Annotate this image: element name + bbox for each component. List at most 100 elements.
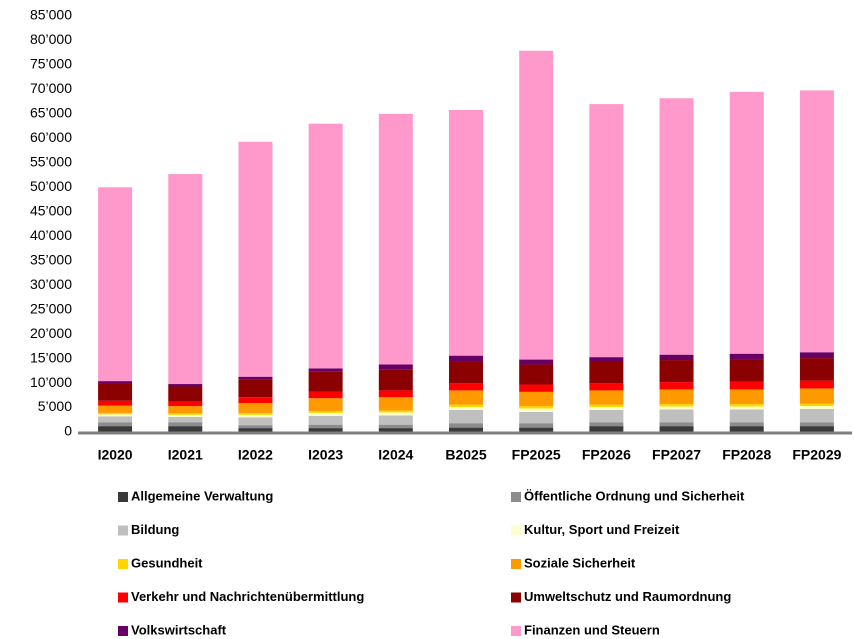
bar-segment bbox=[589, 357, 624, 363]
bar-segment bbox=[659, 354, 694, 361]
y-tick-label: 80’000 bbox=[30, 31, 72, 47]
legend-swatch bbox=[511, 559, 521, 569]
bar-segment bbox=[659, 98, 694, 355]
bar-segment bbox=[308, 412, 343, 416]
bar-segment bbox=[659, 422, 694, 427]
bar-segment bbox=[98, 381, 133, 384]
legend-swatch bbox=[511, 525, 521, 536]
y-tick-label: 65’000 bbox=[30, 105, 72, 121]
bar-segment bbox=[238, 379, 273, 398]
bar-segment bbox=[729, 409, 764, 423]
bar-segment bbox=[168, 416, 203, 423]
bar-segment bbox=[378, 424, 413, 429]
bar-segment bbox=[799, 358, 834, 381]
bar-segment bbox=[98, 187, 133, 382]
bar-segment bbox=[378, 397, 413, 411]
bar-segment bbox=[519, 364, 554, 385]
bar-segment bbox=[449, 404, 483, 408]
bar-segment bbox=[378, 113, 413, 365]
legend-swatch bbox=[118, 559, 128, 569]
bar-segment bbox=[449, 423, 483, 428]
x-tick-label: I2024 bbox=[378, 447, 413, 463]
bar-segment bbox=[799, 406, 834, 409]
bar-segment bbox=[519, 411, 554, 424]
bar-segment bbox=[449, 407, 483, 410]
bar-segment bbox=[98, 400, 133, 406]
bar-segment bbox=[729, 404, 764, 407]
y-tick-label: 15’000 bbox=[30, 349, 72, 365]
bar-segment bbox=[449, 409, 483, 424]
bar-segment bbox=[378, 369, 413, 391]
bar-segment bbox=[238, 414, 273, 418]
legend-swatch bbox=[511, 492, 521, 502]
y-tick-label: 85’000 bbox=[30, 7, 72, 23]
bar-segment bbox=[659, 404, 694, 407]
bar-segment bbox=[729, 422, 764, 427]
legend-label: Volkswirtschaft bbox=[131, 622, 227, 637]
bar-segment bbox=[168, 386, 203, 402]
bar-segment bbox=[729, 359, 764, 382]
bar-segment bbox=[98, 383, 133, 401]
bar-segment bbox=[589, 409, 624, 423]
bar-segment bbox=[308, 415, 343, 425]
bar-segment bbox=[238, 403, 273, 413]
legend-label: Gesundheit bbox=[131, 555, 203, 570]
bar-segment bbox=[519, 50, 554, 360]
bar-segment bbox=[308, 368, 343, 372]
bar-segment bbox=[168, 406, 203, 414]
bar-segment bbox=[519, 423, 554, 428]
legend-label: Allgemeine Verwaltung bbox=[131, 488, 273, 503]
bar-segment bbox=[449, 355, 483, 362]
bar-segment bbox=[659, 406, 694, 410]
legend-label: Kultur, Sport und Freizeit bbox=[524, 522, 680, 537]
bar-segment bbox=[168, 422, 203, 427]
bar-segment bbox=[589, 390, 624, 405]
bar-segment bbox=[589, 104, 624, 358]
bar-segment bbox=[519, 359, 554, 365]
bar-segment bbox=[98, 422, 133, 427]
bar-segment bbox=[308, 391, 343, 399]
y-tick-label: 55’000 bbox=[30, 154, 72, 170]
bar-segment bbox=[168, 414, 203, 417]
y-tick-label: 70’000 bbox=[30, 80, 72, 96]
legend-label: Finanzen und Steuern bbox=[524, 622, 660, 637]
bar-segment bbox=[308, 371, 343, 392]
bar-segment bbox=[729, 406, 764, 410]
bar-segment bbox=[729, 389, 764, 405]
legend-label: Bildung bbox=[131, 522, 179, 537]
y-tick-label: 30’000 bbox=[30, 276, 72, 292]
y-tick-label: 40’000 bbox=[30, 227, 72, 243]
bar-segment bbox=[168, 401, 203, 407]
bar-segment bbox=[449, 109, 483, 356]
bar-segment bbox=[168, 384, 203, 387]
bar-segment bbox=[799, 352, 834, 359]
x-tick-label: FP2029 bbox=[792, 447, 841, 463]
bar-segment bbox=[98, 412, 133, 415]
bar-segment bbox=[589, 407, 624, 410]
y-tick-label: 10’000 bbox=[30, 374, 72, 390]
bar-segment bbox=[799, 90, 834, 353]
bar-segment bbox=[98, 416, 133, 423]
legend-swatch bbox=[118, 492, 128, 502]
bar-segment bbox=[308, 410, 343, 413]
y-tick-label: 35’000 bbox=[30, 251, 72, 267]
bar-segment bbox=[308, 428, 343, 432]
bar-segment bbox=[799, 388, 834, 404]
legend-label: Öffentliche Ordnung und Sicherheit bbox=[524, 488, 745, 503]
bar-segment bbox=[449, 427, 483, 432]
bar-segment bbox=[799, 403, 834, 407]
x-tick-label: FP2026 bbox=[582, 447, 631, 463]
bar-segment bbox=[589, 422, 624, 427]
bar-segment bbox=[799, 422, 834, 427]
bar-segment bbox=[659, 426, 694, 432]
legend-swatch bbox=[118, 525, 128, 536]
bar-segment bbox=[378, 415, 413, 425]
bar-segment bbox=[659, 389, 694, 405]
bar-segment bbox=[449, 390, 483, 405]
bar-segment bbox=[238, 425, 273, 429]
legend-label: Umweltschutz und Raumordnung bbox=[524, 589, 731, 604]
y-tick-label: 75’000 bbox=[30, 56, 72, 72]
bar-segment bbox=[168, 174, 203, 385]
y-tick-label: 25’000 bbox=[30, 300, 72, 316]
